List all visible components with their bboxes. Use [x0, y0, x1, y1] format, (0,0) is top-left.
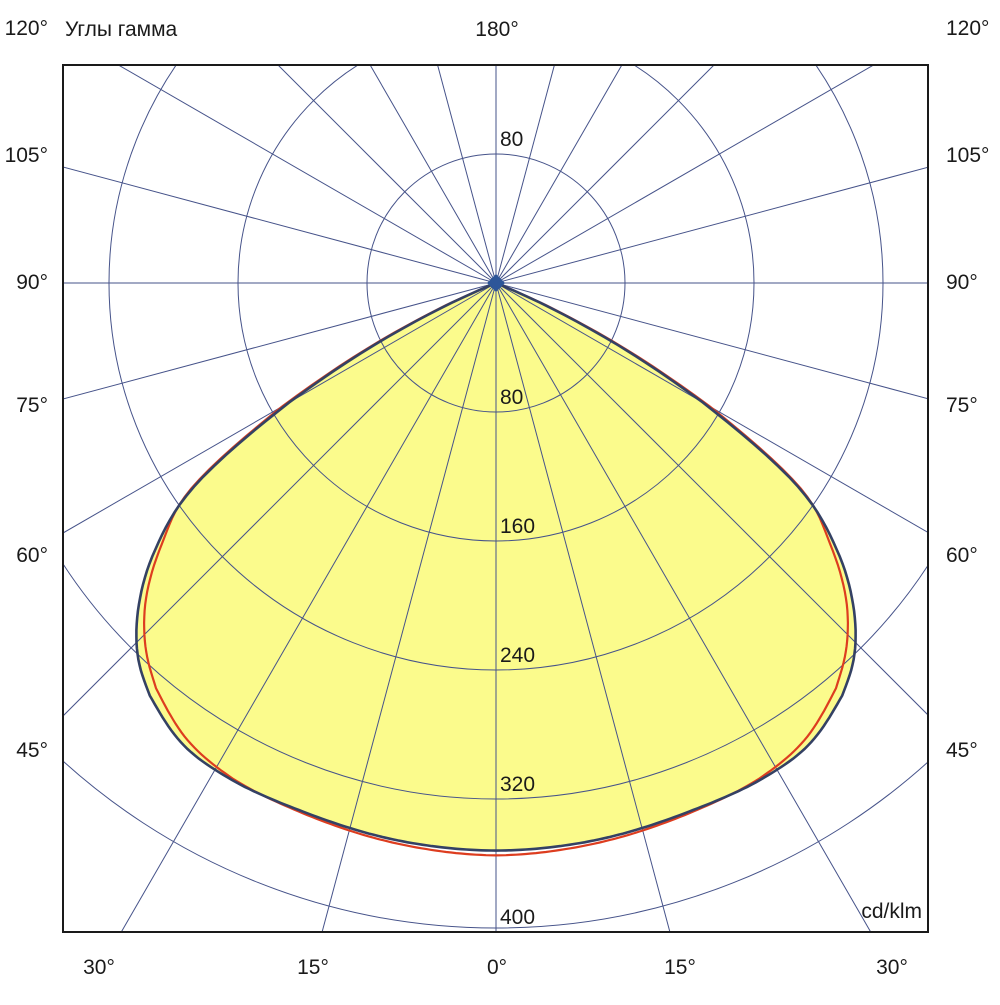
polar-grid-ray — [495, 65, 875, 284]
polar-grid-ray — [495, 166, 928, 284]
polar-grid-ray — [495, 282, 872, 932]
polar-grid-ray — [277, 65, 497, 284]
iso-curve-navy — [135, 281, 857, 852]
gamma-side-label-left: 90° — [16, 271, 48, 294]
polar-grid-ray — [495, 282, 928, 716]
axis-labels: Углы гамма 180° cd/klm 120° 120° 105° 105° 9… — [5, 17, 990, 979]
polar-grid-ray — [495, 65, 555, 284]
plot-frame — [62, 64, 929, 933]
gamma-side-label-right: 90° — [946, 271, 978, 294]
units-label: cd/klm — [861, 900, 922, 923]
polar-grid-ray — [495, 282, 928, 400]
polar-grid-ray — [63, 282, 497, 717]
radial-tick-label: 320 — [500, 773, 535, 796]
polar-grid-ray — [369, 65, 497, 284]
gamma-side-label-right: 105° — [946, 144, 989, 167]
gamma-bottom-label: 30° — [876, 956, 908, 979]
gamma-side-label-right: 120° — [946, 17, 989, 40]
polar-grid-ray — [495, 282, 928, 533]
gamma-bottom-label: 0° — [487, 956, 507, 979]
gamma-side-label-left: 45° — [16, 739, 48, 762]
polar-grid-ray — [120, 282, 497, 932]
gamma-bottom-label: 15° — [297, 956, 329, 979]
gamma-side-label-right: 60° — [946, 544, 978, 567]
gamma-side-label-left: 120° — [5, 17, 48, 40]
gamma-side-label-right: 75° — [946, 394, 978, 417]
radial-tick-label: 160 — [500, 515, 535, 538]
polar-grid-ray — [63, 282, 497, 534]
gamma-side-label-left: 60° — [16, 544, 48, 567]
polar-grid-ray — [495, 65, 623, 284]
radial-tick-label: 80 — [500, 128, 523, 151]
radial-tick-label: 80 — [500, 386, 523, 409]
polar-grid-ray — [437, 65, 497, 284]
polar-grid-ray — [495, 65, 715, 284]
radial-tick-label: 240 — [500, 644, 535, 667]
gamma-side-label-left: 75° — [16, 394, 48, 417]
top-angle-label: 180° — [475, 18, 518, 41]
polar-grid-ray — [321, 282, 497, 932]
gamma-bottom-label: 15° — [664, 956, 696, 979]
iso-curve-red — [142, 281, 850, 857]
gamma-side-label-right: 45° — [946, 739, 978, 762]
gamma-bottom-label: 30° — [83, 956, 115, 979]
radial-tick-label: 400 — [500, 906, 535, 929]
polar-grid-ray — [63, 282, 497, 400]
polar-grid-ray — [117, 65, 497, 284]
gamma-side-label-left: 105° — [5, 144, 48, 167]
polar-grid-ray — [495, 282, 671, 932]
chart-title: Углы гамма — [65, 18, 178, 41]
chart-center-dot — [487, 274, 505, 292]
polar-grid-ray — [63, 166, 497, 284]
